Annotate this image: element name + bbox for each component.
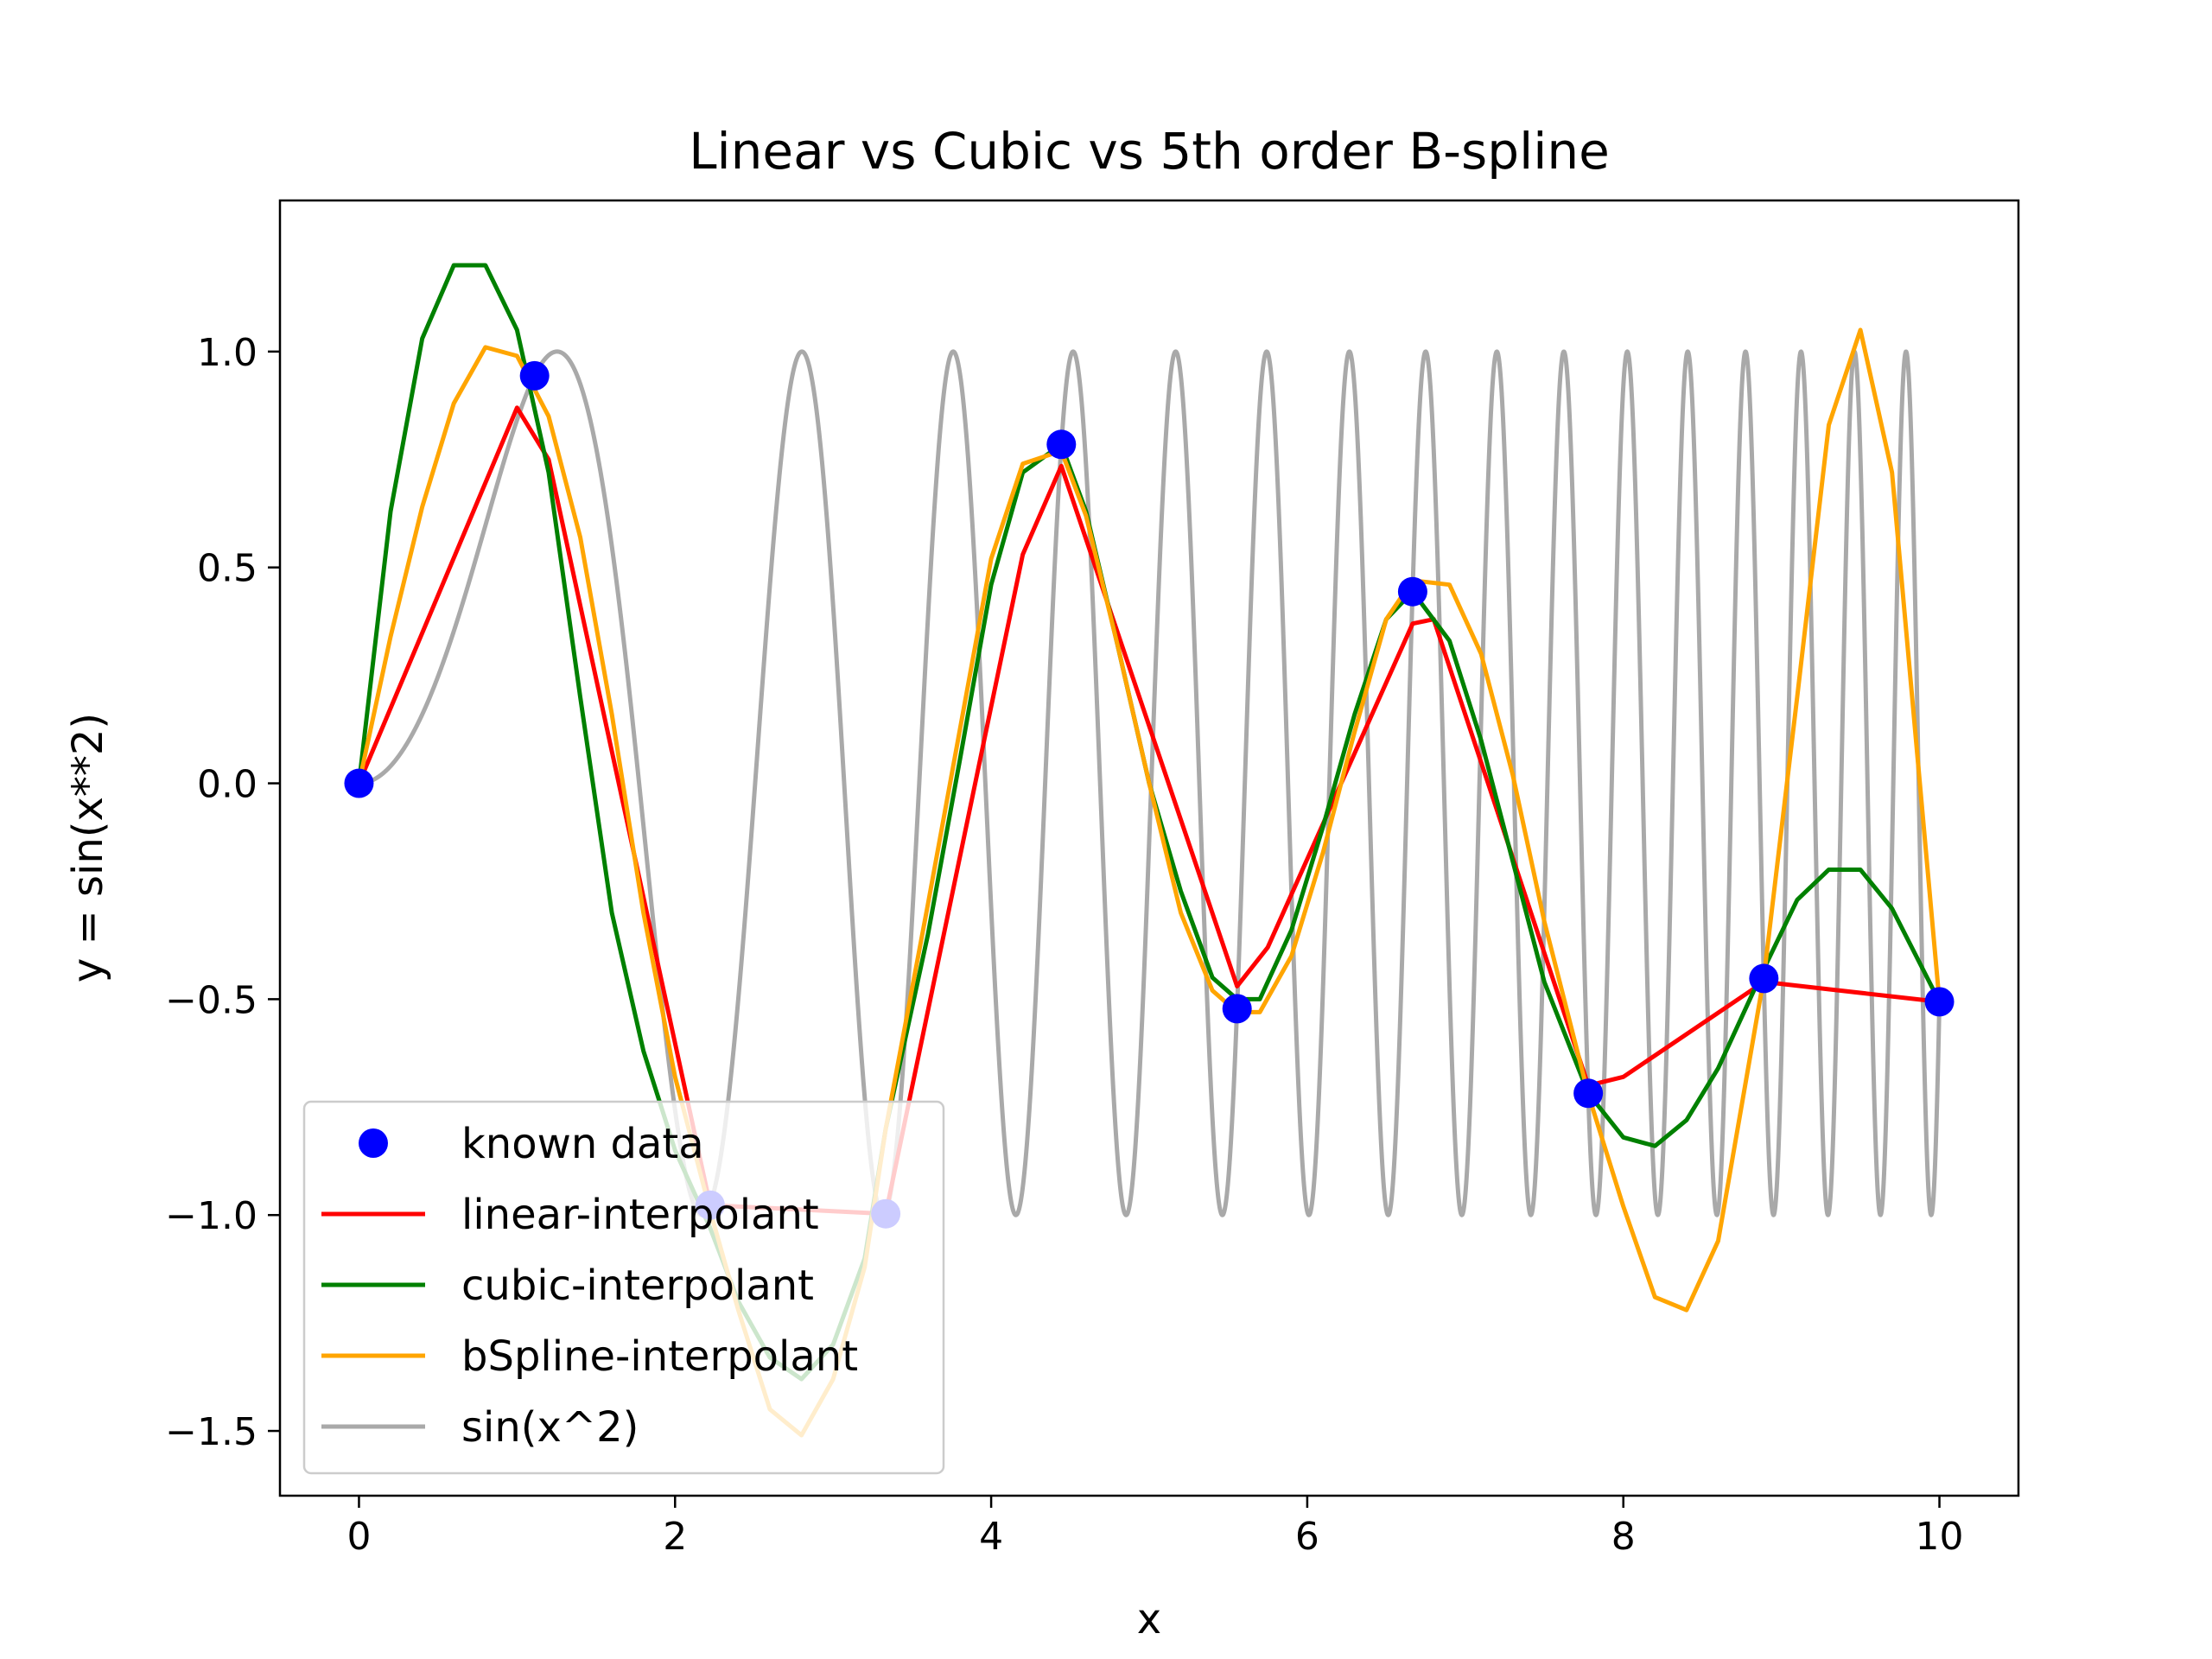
data-point: [1573, 1078, 1604, 1109]
legend: known data linear-interpolant cubic-interp…: [302, 1100, 945, 1475]
series-line-sin-x-2: [356, 349, 1942, 1217]
y-tick-label: 1.0: [197, 331, 257, 375]
x-axis-label: x: [1137, 1595, 1161, 1643]
chart-title: Linear vs Cubic vs 5th order B-spline: [689, 122, 1610, 181]
y-tick-label: 0.5: [197, 547, 257, 591]
data-point: [1046, 429, 1077, 460]
axes-frame: [278, 199, 2020, 1497]
x-tick-label: 8: [1611, 1515, 1636, 1559]
legend-label: linear-interpolant: [461, 1191, 819, 1239]
y-tick-label: −1.0: [165, 1194, 257, 1238]
data-point: [1924, 987, 1955, 1017]
y-axis: 1.0 0.5 0.0 −0.5 −1.0 −1.5: [165, 331, 280, 1454]
legend-label: cubic-interpolant: [461, 1262, 814, 1310]
legend-item: bSpline-interpolant: [321, 1332, 858, 1381]
legend-item: linear-interpolant: [321, 1191, 819, 1239]
y-axis-label: y = sin(x**2): [64, 713, 112, 982]
y-tick-label: −0.5: [165, 978, 257, 1022]
legend-label: sin(x^2): [461, 1403, 639, 1452]
x-tick-label: 4: [979, 1515, 1003, 1559]
data-point: [344, 768, 374, 798]
data-point: [1222, 994, 1252, 1024]
legend-label: known data: [461, 1120, 704, 1168]
legend-item: cubic-interpolant: [321, 1262, 814, 1310]
y-tick-label: −1.5: [165, 1410, 257, 1454]
x-tick-label: 10: [1916, 1515, 1964, 1559]
legend-item: known data: [359, 1120, 704, 1168]
series-line-linear-interpolant: [356, 405, 1942, 1217]
series-line-bspline-interpolant: [356, 327, 1942, 1438]
legend-label: bSpline-interpolant: [461, 1332, 858, 1381]
legend-item: sin(x^2): [321, 1403, 639, 1452]
x-tick-label: 6: [1295, 1515, 1319, 1559]
legend-marker: [359, 1128, 388, 1158]
x-axis: 0 2 4 6 8 10: [346, 1496, 1964, 1559]
x-tick-label: 0: [346, 1515, 371, 1559]
legend-box: [302, 1100, 945, 1475]
data-point: [1397, 576, 1427, 607]
y-tick-label: 0.0: [197, 763, 257, 807]
data-point: [519, 360, 550, 391]
data-point: [1749, 963, 1779, 994]
x-tick-label: 2: [663, 1515, 687, 1559]
